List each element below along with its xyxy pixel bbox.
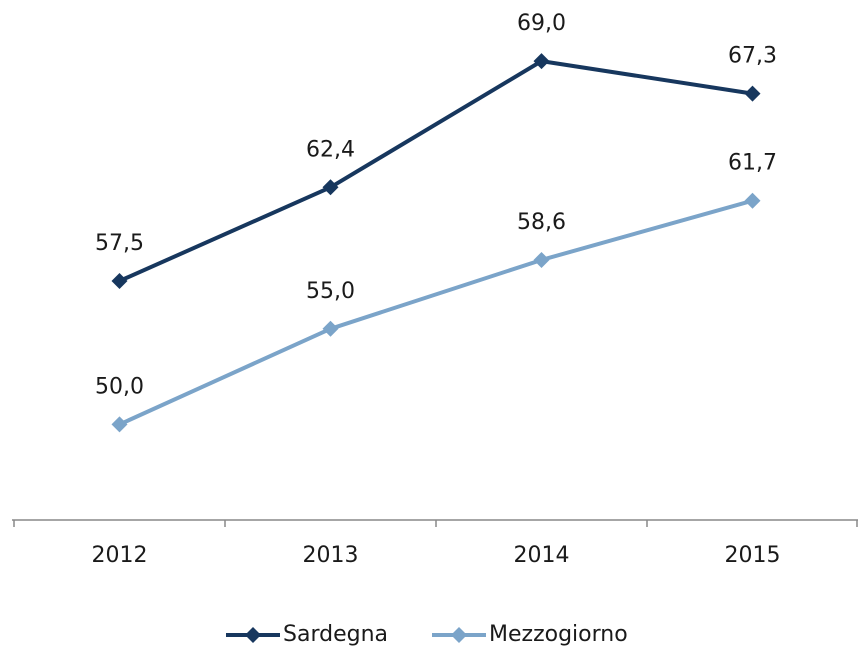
data-point bbox=[111, 273, 128, 289]
x-tick-label: 2013 bbox=[303, 543, 359, 568]
data-point bbox=[744, 85, 761, 102]
legend-label: Sardegna bbox=[283, 622, 388, 647]
data-point bbox=[533, 251, 550, 268]
x-tick-label: 2015 bbox=[725, 543, 781, 568]
x-tick-label: 2012 bbox=[92, 543, 148, 568]
series-line bbox=[118, 59, 753, 283]
data-point bbox=[533, 53, 550, 70]
data-point bbox=[744, 192, 761, 209]
data-point bbox=[322, 320, 339, 337]
data-label: 67,3 bbox=[728, 44, 777, 69]
legend-marker bbox=[451, 627, 467, 643]
data-point bbox=[322, 179, 339, 196]
data-point bbox=[111, 416, 128, 433]
data-label: 58,6 bbox=[517, 210, 566, 235]
data-label: 62,4 bbox=[306, 137, 355, 162]
legend-label: Mezzogiorno bbox=[489, 622, 628, 647]
legend-marker bbox=[245, 627, 261, 643]
data-label: 55,0 bbox=[306, 279, 355, 304]
x-tick-label: 2014 bbox=[514, 543, 570, 568]
data-label: 50,0 bbox=[95, 374, 144, 399]
series-line bbox=[118, 198, 754, 427]
data-label: 69,0 bbox=[517, 11, 566, 36]
data-label: 61,7 bbox=[728, 151, 777, 176]
data-label: 57,5 bbox=[95, 231, 144, 256]
